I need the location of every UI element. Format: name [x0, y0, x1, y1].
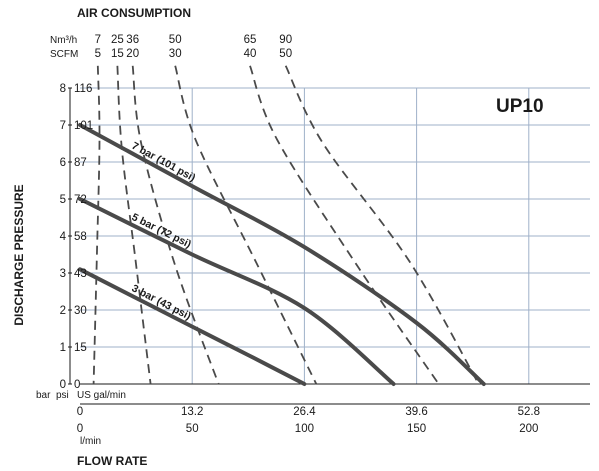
- x-unit-gpm: US gal/min: [77, 390, 126, 401]
- air-unit-nm3h: Nm³/h: [50, 35, 77, 46]
- y-tick-label-psi: 30: [74, 305, 87, 317]
- air-label-nm3h: 25: [111, 34, 124, 46]
- x-tick-label-lmin: 200: [519, 423, 538, 435]
- x-tick-label-gpm: 52.8: [518, 406, 540, 418]
- y-tick-label-psi: 43: [74, 268, 87, 280]
- air-consumption-curve: [249, 65, 440, 385]
- air-consumption-curve: [131, 65, 220, 385]
- x-tick-label-lmin: 150: [407, 423, 426, 435]
- chart-title: AIR CONSUMPTION: [77, 6, 191, 20]
- y-tick-label-bar: 4: [60, 231, 67, 243]
- air-label-scfm: 30: [169, 48, 182, 60]
- pressure-curve: [78, 197, 396, 386]
- air-label-scfm: 20: [126, 48, 139, 60]
- air-label-nm3h: 90: [279, 34, 292, 46]
- air-label-scfm: 50: [279, 48, 292, 60]
- x-axis-label: FLOW RATE: [77, 454, 147, 468]
- x-tick-label-gpm: 13.2: [181, 406, 203, 418]
- y-unit-bar: bar: [36, 390, 51, 401]
- x-tick-label-gpm: 0: [77, 406, 83, 418]
- y-tick-label-bar: 7: [60, 120, 66, 132]
- air-label-scfm: 40: [244, 48, 257, 60]
- y-tick-label-bar: 2: [60, 305, 66, 317]
- x-tick-label-gpm: 39.6: [405, 406, 427, 418]
- y-tick-label-psi: 116: [74, 83, 92, 95]
- y-tick-label-bar: 3: [60, 268, 66, 280]
- air-label-nm3h: 7: [95, 34, 101, 46]
- y-tick-label-psi: 15: [74, 342, 87, 354]
- y-tick-label-psi: 58: [74, 231, 87, 243]
- air-label-scfm: 5: [95, 48, 101, 60]
- y-tick-label-bar: 1: [60, 342, 66, 354]
- air-consumption-curve: [116, 65, 152, 385]
- air-consumption-curve: [174, 65, 318, 385]
- x-tick-label-lmin: 50: [186, 423, 199, 435]
- pressure-curve: [78, 123, 486, 386]
- y-tick-label-psi: 72: [74, 194, 87, 206]
- y-tick-label-psi: 101: [74, 120, 93, 132]
- y-tick-label-psi: 87: [74, 157, 87, 169]
- y-axis-label: DISCHARGE PRESSURE: [12, 184, 26, 325]
- model-label: UP10: [496, 96, 544, 117]
- air-label-scfm: 15: [111, 48, 124, 60]
- air-label-nm3h: 65: [244, 34, 257, 46]
- y-unit-psi: psi: [56, 390, 69, 401]
- air-label-nm3h: 50: [169, 34, 182, 46]
- chart-labels: AIR CONSUMPTION UP10 Nm³/h SCFM DISCHARG…: [12, 6, 544, 468]
- air-label-nm3h: 36: [126, 34, 139, 46]
- pressure-curve-label: 5 bar (72 psi): [130, 211, 193, 250]
- y-tick-label-bar: 8: [60, 83, 66, 95]
- air-unit-scfm: SCFM: [50, 49, 78, 60]
- air-consumption-curve: [284, 65, 480, 385]
- air-consumption-curve: [92, 65, 101, 385]
- x-tick-label-lmin: 100: [295, 423, 314, 435]
- pressure-curves: [78, 123, 486, 386]
- grid: [68, 87, 590, 405]
- y-tick-label-bar: 0: [60, 379, 66, 391]
- x-tick-label-gpm: 26.4: [293, 406, 316, 418]
- y-tick-label-bar: 5: [60, 194, 66, 206]
- y-tick-label-psi: 0: [74, 379, 80, 391]
- x-tick-label-lmin: 0: [77, 423, 83, 435]
- y-tick-label-bar: 6: [60, 157, 66, 169]
- x-unit-lmin: l/min: [80, 436, 101, 447]
- pressure-curve: [78, 267, 307, 386]
